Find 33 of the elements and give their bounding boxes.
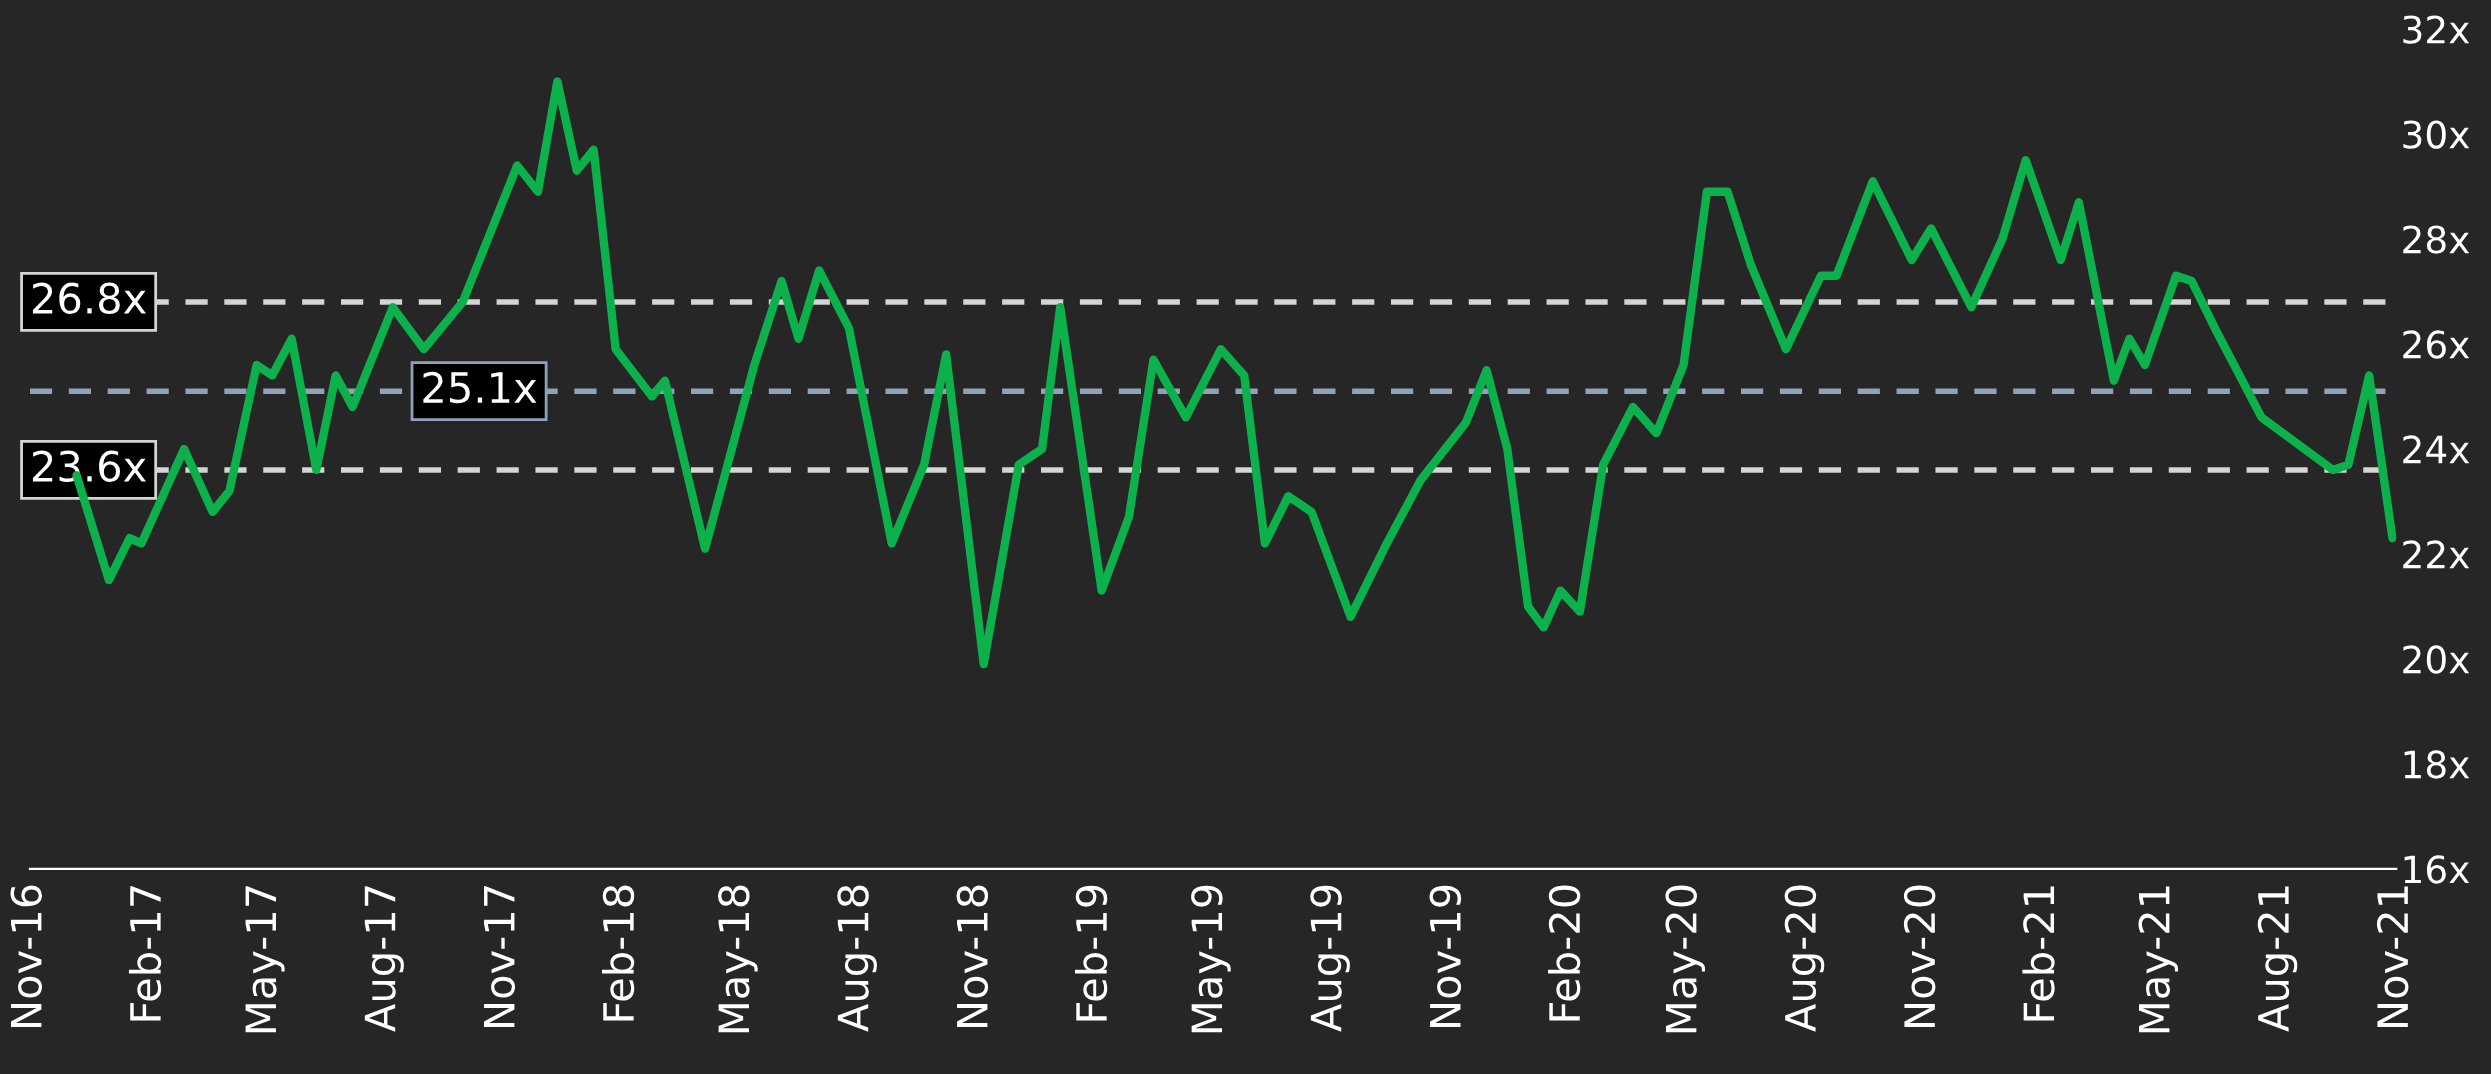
x-tick-label: Nov-21 [2376, 886, 2409, 1027]
y-tick-label: 20x [2403, 645, 2470, 674]
y-tick-label: 24x [2403, 435, 2470, 464]
x-tick-label: Feb-19 [1075, 885, 1108, 1021]
x-tick-label: Aug-20 [1784, 885, 1825, 1032]
x-tick-label: Feb-17 [128, 886, 162, 1021]
x-tick-label: Nov-18 [956, 885, 989, 1027]
x-tick-label: May-20 [1665, 885, 1706, 1033]
x-tick-label: Feb-18 [601, 885, 635, 1021]
y-tick-label: 32x [2403, 15, 2470, 44]
x-tick-label: Nov-20 [1903, 885, 1936, 1027]
x-tick-label: May-18 [718, 885, 758, 1033]
x-tick-label: Aug-17 [364, 886, 404, 1032]
ref-line-label: 26.8x [32, 282, 146, 315]
x-tick-label: Nov-16 [10, 885, 42, 1027]
y-tick-label: 18x [2404, 750, 2470, 779]
y-tick-label: 30x [2403, 120, 2470, 149]
x-tick-label: Nov-17 [484, 886, 516, 1027]
y-tick-label: 28x [2403, 225, 2470, 254]
x-tick-label: Aug-18 [837, 885, 877, 1032]
ref-line-label: 25.1x [423, 371, 537, 404]
x-tick-label: May-17 [245, 886, 285, 1033]
x-tick-label: Feb-21 [2022, 886, 2055, 1021]
y-tick-label: 22x [2403, 540, 2470, 569]
x-tick-label: Aug-21 [2257, 886, 2298, 1032]
ref-line-label: 23.6x [32, 450, 146, 483]
y-tick-label: 16x [2404, 855, 2470, 884]
x-tick-label: May-19 [1191, 885, 1231, 1033]
x-tick-label: Nov-19 [1429, 885, 1462, 1027]
x-tick-label: May-21 [2138, 886, 2179, 1033]
x-tick-label: Aug-19 [1310, 885, 1350, 1032]
x-tick-label: Feb-20 [1548, 885, 1581, 1021]
y-tick-label: 26x [2403, 330, 2470, 359]
